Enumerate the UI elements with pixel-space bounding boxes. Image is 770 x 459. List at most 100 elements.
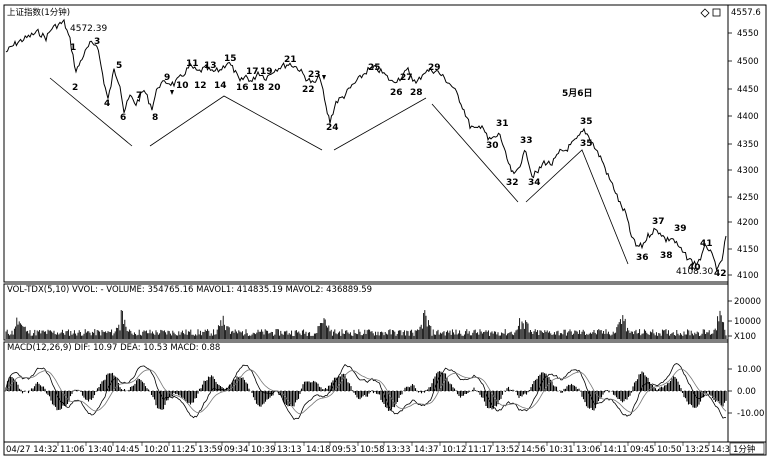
price-tick-label: 4100 — [737, 271, 759, 281]
volume-header: VOL-TDX(5,10) VVOL: - VOLUME: 354765.16 … — [7, 285, 372, 295]
wave-label: 16 — [236, 83, 249, 93]
wave-label: 6 — [120, 113, 126, 123]
time-tick-label: 14:30 — [711, 445, 736, 455]
down-arrow-icon — [170, 90, 174, 95]
price-axis: 4550 4500 4450 4400 4350 4300 4250 4200 4150 4100 — [728, 29, 759, 281]
wave-label: 12 — [194, 81, 207, 91]
price-tick-label: 4250 — [737, 193, 759, 203]
time-tick-label: 13:33 — [386, 445, 411, 455]
macd-tick-label: -10.00 — [737, 409, 764, 419]
wave-label: 33 — [520, 136, 533, 146]
wave-trend-line — [149, 95, 323, 151]
wave-label: 10 — [176, 81, 189, 91]
wave-label: 26 — [390, 88, 403, 98]
diamond-icon[interactable] — [700, 8, 710, 18]
time-tick-label: 09:53 — [332, 445, 357, 455]
wave-label: 35 — [580, 139, 593, 149]
volume-bars — [5, 310, 727, 339]
time-tick-label: 14:45 — [115, 445, 140, 455]
wave-label: 3 — [94, 37, 100, 47]
wave-label: 17 — [246, 67, 259, 77]
wave-label: 8 — [152, 113, 158, 123]
time-tick-label: 11:06 — [60, 445, 85, 455]
wave-label: 21 — [284, 55, 297, 65]
dea-line — [5, 368, 727, 415]
macd-axis: 10.00 0.00 -10.00 — [728, 365, 764, 419]
wave-label: 34 — [528, 178, 541, 188]
wave-label: 29 — [428, 63, 441, 73]
period-button[interactable] — [729, 442, 765, 455]
wave-labels: 1234567891011121314151617181920212223242… — [70, 37, 727, 279]
wave-label: 38 — [660, 251, 673, 261]
time-axis: 04/27 14:32 11:06 13:40 14:45 10:20 11:25 13:5… — [3, 442, 736, 455]
wave-label: 32 — [506, 178, 519, 188]
wave-trend-line — [49, 77, 133, 147]
time-tick-label: 13:06 — [576, 445, 601, 455]
wave-label: 7 — [136, 91, 142, 101]
wave-label: 19 — [260, 67, 273, 77]
wave-label: 4 — [104, 99, 110, 109]
wave-label: 41 — [700, 239, 713, 249]
window-title: 上证指数(1分钟) — [7, 7, 70, 18]
high-label: 4572.39 — [70, 24, 107, 34]
wave-trend-line — [333, 97, 427, 151]
macd-header: MACD(12,26,9) DIF: 10.97 DEA: 10.53 MACD… — [7, 343, 220, 353]
time-tick-label: 13:40 — [88, 445, 113, 455]
time-tick-label: 10:20 — [144, 445, 169, 455]
price-tick-label: 4350 — [737, 140, 759, 150]
wave-trend-line — [431, 103, 519, 203]
price-tick-label: 4150 — [737, 245, 759, 255]
wave-trend-line — [525, 149, 629, 265]
time-tick-label: 14:37 — [414, 445, 439, 455]
wave-label: 42 — [714, 269, 727, 279]
wave-label: 13 — [204, 61, 217, 71]
time-tick-label: 11:17 — [468, 445, 493, 455]
time-tick-label: 10:31 — [549, 445, 574, 455]
wave-label: 35 — [580, 117, 593, 127]
price-line — [5, 18, 727, 271]
square-icon[interactable] — [712, 8, 721, 17]
time-tick-label: 04/27 14:32 — [6, 445, 58, 455]
volume-tick-label: X100 — [734, 332, 756, 342]
wave-label: 27 — [400, 73, 413, 83]
price-tick-label: 4200 — [737, 218, 759, 228]
wave-label: 18 — [252, 83, 265, 93]
time-tick-label: 10:50 — [657, 445, 682, 455]
macd-tick-label: 10.00 — [737, 365, 761, 375]
period-button-label[interactable]: 1分钟 — [733, 444, 755, 455]
time-tick-label: 14:18 — [306, 445, 331, 455]
down-arrow-icon — [322, 75, 326, 80]
wave-label: 40 — [688, 263, 701, 273]
price-tick-label: 4300 — [737, 166, 759, 176]
time-tick-label: 13:25 — [685, 445, 710, 455]
price-panel-frame — [3, 4, 729, 283]
time-tick-label: 10:39 — [251, 445, 276, 455]
time-tick-label: 09:45 — [630, 445, 655, 455]
price-tick-label: 4400 — [737, 112, 759, 122]
wave-label: 39 — [674, 224, 687, 234]
wave-label: 31 — [496, 119, 509, 129]
volume-axis: 20000 10000 X100 — [728, 297, 761, 342]
wave-label: 24 — [326, 123, 339, 133]
wave-label: 23 — [308, 70, 321, 80]
time-tick-label: 14:11 — [603, 445, 628, 455]
price-tick-label: 4550 — [737, 29, 759, 39]
wave-label: 36 — [636, 253, 649, 263]
wave-label: 11 — [186, 59, 199, 69]
time-tick-label: 13:13 — [277, 445, 302, 455]
wave-label: 14 — [214, 81, 227, 91]
wave-label: 28 — [410, 88, 423, 98]
time-tick-label: 14:56 — [521, 445, 546, 455]
price-tick-label: 4450 — [737, 85, 759, 95]
wave-label: 20 — [268, 83, 281, 93]
wave-label: 15 — [224, 54, 237, 64]
wave-label: 30 — [486, 141, 499, 151]
date-note: 5月6日 — [562, 88, 593, 99]
volume-tick-label: 20000 — [734, 297, 761, 307]
low-label: 4108.30 — [676, 267, 713, 277]
wave-label: 9 — [164, 73, 170, 83]
time-tick-label: 10:12 — [442, 445, 467, 455]
wave-label: 2 — [72, 83, 78, 93]
